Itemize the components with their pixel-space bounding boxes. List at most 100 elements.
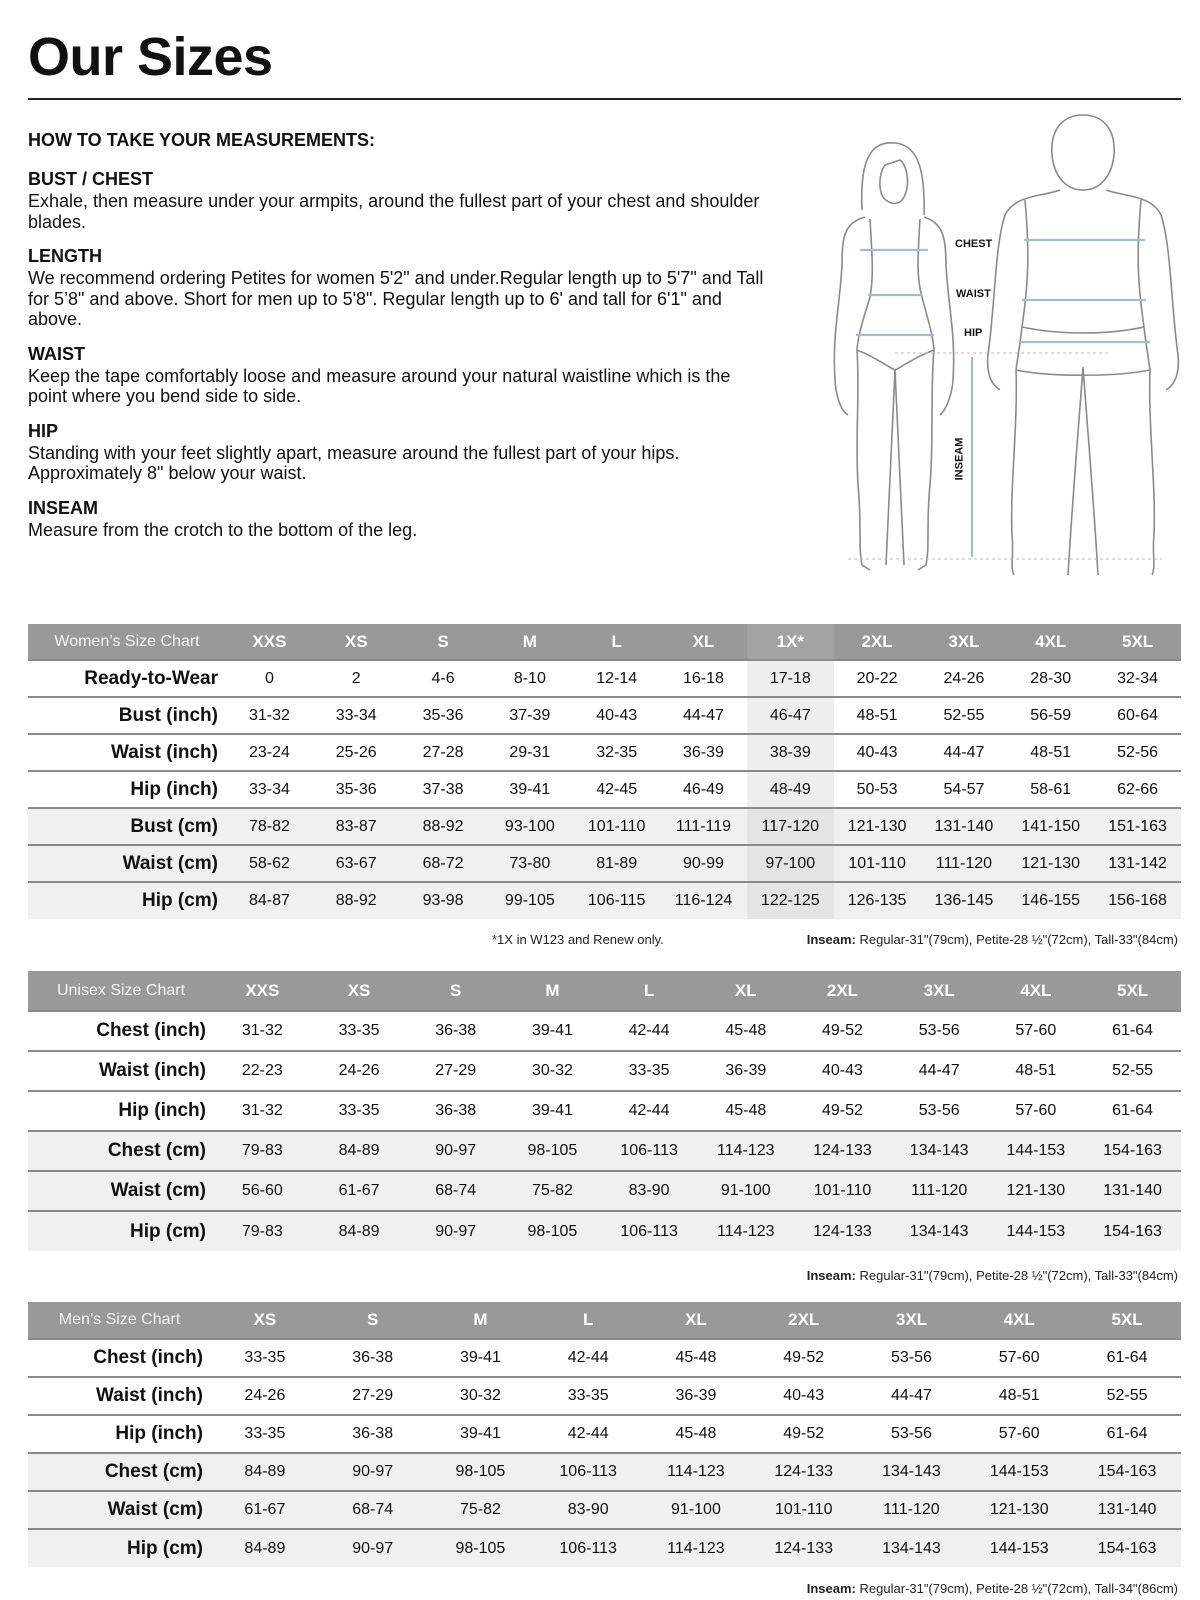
- size-cell: 52-56: [1094, 733, 1181, 771]
- size-cell: 0: [226, 659, 313, 697]
- size-header: 3XL: [857, 1302, 966, 1339]
- size-cell: 42-44: [534, 1338, 643, 1377]
- size-cell: 22-23: [214, 1050, 311, 1091]
- size-cell: 116-124: [660, 881, 747, 919]
- size-cell: 52-55: [920, 696, 1008, 734]
- size-cell: 42-44: [600, 1090, 698, 1131]
- size-cell: 49-52: [749, 1414, 858, 1453]
- size-cell: 33-35: [310, 1010, 408, 1051]
- table-row: Bust (inch) 31-32 33-34 35-36 37-39 40-43 44-4…: [28, 696, 1181, 734]
- size-cell: 134-143: [890, 1210, 988, 1251]
- size-cell: 106-113: [534, 1528, 643, 1567]
- size-cell: 144-153: [965, 1528, 1074, 1567]
- size-cell: 57-60: [987, 1090, 1085, 1131]
- size-cell: 91-100: [697, 1170, 795, 1211]
- table-row: Chest (inch) 33-35 36-38 39-41 42-44 45-48 49-…: [28, 1338, 1181, 1377]
- size-cell: 124-133: [749, 1452, 858, 1491]
- woman-figure: [833, 142, 955, 571]
- size-header: 2XL: [794, 971, 891, 1011]
- size-header: 1X*: [746, 624, 834, 660]
- unisex-size-table: Unisex Size Chart XXS XS S M L XL 2XL 3XL 4XL 5XL C…: [28, 971, 1181, 1251]
- table-header-row: Unisex Size Chart XXS XS S M L XL 2XL 3XL 4XL 5XL: [28, 971, 1181, 1011]
- inseam-note-text: Regular-31"(79cm), Petite-28 ½"(72cm), T…: [855, 1268, 1179, 1283]
- section-text: Exhale, then measure under your armpits,…: [28, 191, 760, 232]
- size-cell: 79-83: [214, 1130, 311, 1171]
- inseam-note-text: Regular-31"(79cm), Petite-28 ½"(72cm), T…: [855, 1581, 1179, 1596]
- table-row: Hip (cm) 84-89 90-97 98-105 106-113 114-123 12…: [28, 1528, 1181, 1567]
- section-bust-chest: BUST / CHEST Exhale, then measure under y…: [28, 169, 768, 232]
- row-label: Waist (inch): [28, 1376, 211, 1415]
- row-label: Chest (inch): [28, 1010, 214, 1051]
- size-header: XL: [697, 971, 795, 1011]
- table-row: Waist (inch) 22-23 24-26 27-29 30-32 33-35 36-…: [28, 1050, 1181, 1091]
- size-cell: 99-105: [486, 881, 574, 919]
- table-row: Waist (inch) 23-24 25-26 27-28 29-31 32-35 36-…: [28, 733, 1181, 771]
- section-title: HIP: [28, 420, 59, 441]
- table-row: Waist (inch) 24-26 27-29 30-32 33-35 36-39 40-…: [28, 1376, 1181, 1415]
- section-title: BUST / CHEST: [28, 169, 154, 189]
- size-cell: 45-48: [697, 1010, 795, 1051]
- size-cell: 53-56: [890, 1090, 988, 1131]
- row-label: Waist (cm): [28, 1490, 211, 1529]
- body-measurement-illustration: CHEST WAIST HIP INSEAM: [800, 105, 1190, 595]
- size-cell: 91-100: [642, 1490, 750, 1529]
- row-label: Waist (inch): [28, 1050, 214, 1091]
- size-cell: 40-43: [833, 733, 921, 771]
- row-label: Hip (inch): [28, 1090, 214, 1131]
- size-cell: 75-82: [426, 1490, 535, 1529]
- section-title: LENGTH: [28, 246, 102, 266]
- size-header: 4XL: [965, 1302, 1074, 1339]
- size-cell: 53-56: [890, 1010, 988, 1051]
- size-cell: 90-99: [660, 844, 747, 882]
- size-cell: 93-100: [486, 807, 574, 845]
- size-cell: 31-32: [214, 1090, 311, 1131]
- size-cell: 126-135: [833, 881, 921, 919]
- size-cell: 101-110: [749, 1490, 858, 1529]
- size-header: XXS: [214, 971, 311, 1011]
- size-cell: 90-97: [407, 1130, 505, 1171]
- size-header: XS: [211, 1302, 319, 1339]
- size-cell: 111-119: [660, 807, 747, 845]
- size-cell: 48-51: [833, 696, 921, 734]
- size-cell: 27-28: [399, 733, 487, 771]
- size-cell: 146-155: [1007, 881, 1095, 919]
- size-cell: 45-48: [642, 1338, 750, 1377]
- size-cell: 114-123: [697, 1210, 795, 1251]
- size-cell: 28-30: [1007, 659, 1095, 697]
- size-cell: 58-61: [1007, 770, 1095, 808]
- size-cell: 39-41: [426, 1414, 535, 1453]
- size-cell: 83-87: [312, 807, 400, 845]
- size-header: 2XL: [749, 1302, 858, 1339]
- size-cell: 48-51: [965, 1376, 1074, 1415]
- row-label: Ready-to-Wear: [28, 659, 226, 697]
- size-cell: 39-41: [504, 1090, 601, 1131]
- size-cell: 30-32: [504, 1050, 601, 1091]
- size-cell: 88-92: [399, 807, 487, 845]
- size-cell: 90-97: [318, 1452, 427, 1491]
- size-cell: 106-113: [534, 1452, 643, 1491]
- size-cell: 40-43: [749, 1376, 858, 1415]
- waist-label: WAIST: [956, 288, 991, 300]
- size-cell: 53-56: [857, 1414, 966, 1453]
- size-header: XL: [660, 624, 747, 660]
- size-cell: 39-41: [486, 770, 574, 808]
- unisex-inseam-note: Inseam: Regular-31"(79cm), Petite-28 ½"(…: [807, 1268, 1178, 1283]
- row-label: Hip (cm): [28, 881, 226, 919]
- size-cell: 45-48: [642, 1414, 750, 1453]
- section-text: Standing with your feet slightly apart, …: [28, 442, 680, 484]
- size-header: L: [573, 624, 661, 660]
- size-cell: 42-45: [573, 770, 661, 808]
- size-cell: 32-35: [573, 733, 661, 771]
- size-cell: 27-29: [318, 1376, 427, 1415]
- size-header: XS: [312, 624, 400, 660]
- size-cell: 98-105: [426, 1528, 535, 1567]
- size-cell: 49-52: [749, 1338, 858, 1377]
- row-label: Hip (cm): [28, 1528, 211, 1567]
- size-cell: 16-18: [660, 659, 747, 697]
- size-header: L: [534, 1302, 643, 1339]
- size-cell: 48-51: [1007, 733, 1095, 771]
- size-cell: 57-60: [965, 1338, 1074, 1377]
- size-header: XL: [642, 1302, 750, 1339]
- size-cell: 121-130: [1007, 844, 1095, 882]
- size-cell: 33-35: [534, 1376, 643, 1415]
